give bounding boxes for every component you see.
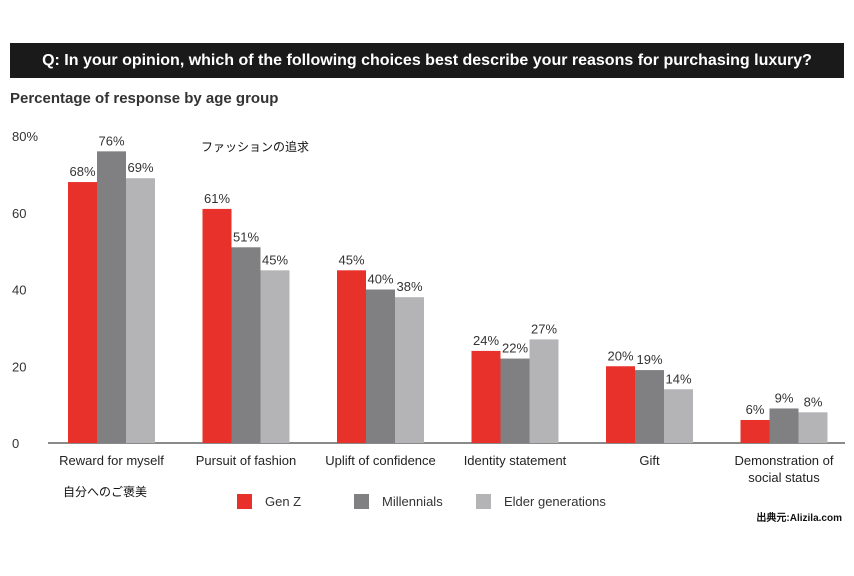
category-label: Gift — [639, 453, 660, 468]
data-label: 27% — [531, 321, 557, 336]
data-label: 45% — [262, 252, 288, 267]
legend-swatch — [237, 494, 252, 509]
y-tick-label: 0 — [12, 436, 19, 451]
category-label: Pursuit of fashion — [196, 453, 296, 468]
legend-label: Elder generations — [504, 494, 606, 509]
data-label: 22% — [502, 341, 528, 356]
data-label: 9% — [775, 390, 794, 405]
chart-title: Percentage of response by age group — [10, 90, 279, 107]
legend-label: Millennials — [382, 494, 443, 509]
bar-millennials — [769, 408, 799, 443]
data-label: 76% — [98, 133, 124, 148]
y-tick-label: 40 — [12, 283, 26, 298]
category-label: social status — [748, 470, 820, 485]
bar-elder-generations — [798, 412, 828, 443]
category-label: Identity statement — [464, 453, 567, 468]
data-label: 61% — [204, 191, 230, 206]
y-tick-label: 60 — [12, 206, 26, 221]
data-label: 6% — [746, 402, 765, 417]
data-label: 38% — [396, 279, 422, 294]
data-label: 20% — [607, 348, 633, 363]
reward-jp-note: 自分へのご褒美 — [63, 485, 148, 499]
data-label: 40% — [367, 272, 393, 287]
bar-millennials — [500, 358, 530, 443]
bar-gen-z — [337, 270, 366, 443]
data-label: 51% — [233, 229, 259, 244]
data-label: 19% — [636, 352, 662, 367]
bar-elder-generations — [664, 389, 693, 443]
data-label: 24% — [473, 333, 499, 348]
question-banner: Q: In your opinion, which of the followi… — [10, 43, 844, 78]
legend-swatch — [476, 494, 491, 509]
category-label: Uplift of confidence — [325, 453, 436, 468]
data-label: 8% — [804, 394, 823, 409]
data-label: 68% — [69, 164, 95, 179]
category-label: Reward for myself — [59, 453, 164, 468]
bar-elder-generations — [126, 178, 155, 443]
fashion-jp-note: ファッションの追求 — [201, 140, 310, 154]
bar-elder-generations — [529, 339, 559, 443]
bar-gen-z — [202, 208, 232, 443]
bar-millennials — [366, 289, 395, 443]
legend-label: Gen Z — [265, 494, 301, 509]
bar-gen-z — [471, 350, 501, 443]
data-label: 45% — [338, 252, 364, 267]
bar-gen-z — [740, 419, 770, 443]
bar-elder-generations — [260, 270, 290, 443]
data-label: 69% — [127, 160, 153, 175]
legend-swatch — [354, 494, 369, 509]
source-credit: 出典元:Alizila.com — [756, 513, 842, 524]
bar-millennials — [231, 247, 261, 443]
y-tick-label: 20 — [12, 359, 26, 374]
bar-gen-z — [606, 366, 635, 443]
data-label: 14% — [665, 371, 691, 386]
category-label: Demonstration of — [735, 453, 834, 468]
bar-millennials — [97, 151, 126, 443]
bar-elder-generations — [395, 297, 424, 443]
bar-gen-z — [68, 182, 97, 444]
question-text: Q: In your opinion, which of the followi… — [42, 51, 812, 69]
y-tick-label: 80% — [12, 129, 38, 144]
bar-millennials — [635, 370, 664, 443]
